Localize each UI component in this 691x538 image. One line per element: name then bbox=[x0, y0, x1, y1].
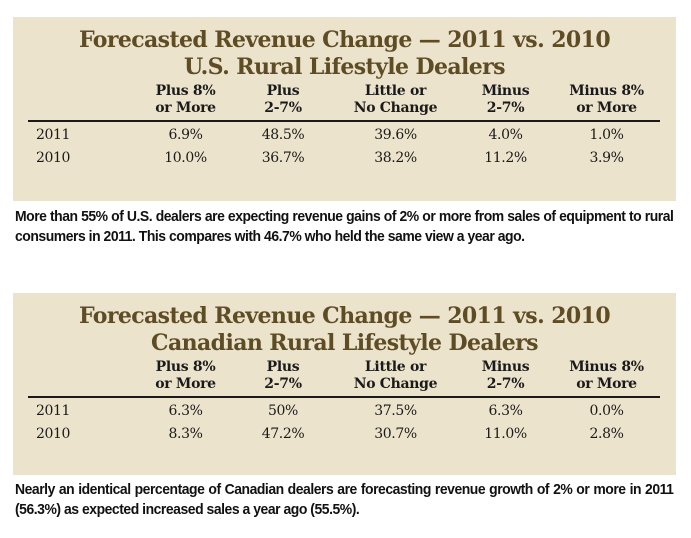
column-header: Plus 8% or More bbox=[138, 359, 233, 398]
year-header bbox=[28, 83, 138, 122]
row-year: 2010 bbox=[36, 426, 71, 442]
us-table-title: Forecasted Revenue Change — 2011 vs. 201… bbox=[78, 27, 611, 53]
table-row: 2011 6.9% 48.5% 39.6% 4.0% 1.0% bbox=[28, 121, 660, 147]
column-header: Minus 8% or More bbox=[553, 83, 660, 122]
us-table-panel: Forecasted Revenue Change — 2011 vs. 201… bbox=[13, 17, 676, 201]
table-row: 2010 10.0% 36.7% 38.2% 11.2% 3.9% bbox=[28, 147, 660, 170]
table-cell: 39.6% bbox=[374, 127, 417, 143]
canada-revenue-table: Plus 8% or More Plus 2-7% Little or No Chan… bbox=[28, 359, 660, 446]
column-header: Plus 2-7% bbox=[233, 359, 333, 398]
us-table-subtitle: U.S. Rural Lifestyle Dealers bbox=[184, 54, 505, 80]
table-cell: 36.7% bbox=[261, 150, 305, 166]
table-header-row: Plus 8% or More Plus 2-7% Little or No Chan… bbox=[28, 83, 660, 122]
year-header bbox=[28, 359, 138, 398]
table-cell: 37.5% bbox=[374, 403, 417, 419]
table-cell: 3.9% bbox=[589, 150, 624, 166]
column-header: Little or No Change bbox=[333, 359, 458, 398]
row-year: 2010 bbox=[36, 150, 71, 166]
row-year: 2011 bbox=[36, 127, 71, 143]
canada-table-title: Forecasted Revenue Change — 2011 vs. 201… bbox=[78, 303, 611, 329]
table-cell: 0.0% bbox=[589, 403, 624, 419]
column-header: Plus 2-7% bbox=[233, 83, 333, 122]
table-cell: 48.5% bbox=[261, 127, 305, 143]
table-cell: 50% bbox=[268, 403, 298, 419]
table-cell: 1.0% bbox=[589, 127, 624, 143]
table-cell: 6.3% bbox=[488, 403, 523, 419]
table-cell: 8.3% bbox=[168, 426, 203, 442]
table-row: 2010 8.3% 47.2% 30.7% 11.0% 2.8% bbox=[28, 423, 660, 446]
row-year: 2011 bbox=[36, 403, 71, 419]
table-header-row: Plus 8% or More Plus 2-7% Little or No Chan… bbox=[28, 359, 660, 398]
table-cell: 6.3% bbox=[168, 403, 203, 419]
table-cell: 11.2% bbox=[484, 150, 527, 166]
table-cell: 30.7% bbox=[374, 426, 417, 442]
us-table-caption: More than 55% of U.S. dealers are expect… bbox=[15, 208, 674, 245]
canada-table-caption: Nearly an identical percentage of Canadi… bbox=[15, 481, 674, 518]
table-cell: 6.9% bbox=[168, 127, 203, 143]
table-cell: 38.2% bbox=[374, 150, 417, 166]
table-cell: 2.8% bbox=[589, 426, 624, 442]
table-cell: 10.0% bbox=[164, 150, 207, 166]
column-header: Little or No Change bbox=[333, 83, 458, 122]
table-row: 2011 6.3% 50% 37.5% 6.3% 0.0% bbox=[28, 397, 660, 423]
column-header: Plus 8% or More bbox=[138, 83, 233, 122]
canada-table-subtitle: Canadian Rural Lifestyle Dealers bbox=[151, 330, 539, 356]
table-cell: 47.2% bbox=[261, 426, 305, 442]
column-header: Minus 8% or More bbox=[553, 359, 660, 398]
table-cell: 4.0% bbox=[488, 127, 523, 143]
column-header: Minus 2-7% bbox=[458, 83, 553, 122]
table-cell: 11.0% bbox=[484, 426, 527, 442]
us-revenue-table: Plus 8% or More Plus 2-7% Little or No Chan… bbox=[28, 83, 660, 170]
canada-table-panel: Forecasted Revenue Change — 2011 vs. 201… bbox=[13, 293, 676, 475]
column-header: Minus 2-7% bbox=[458, 359, 553, 398]
